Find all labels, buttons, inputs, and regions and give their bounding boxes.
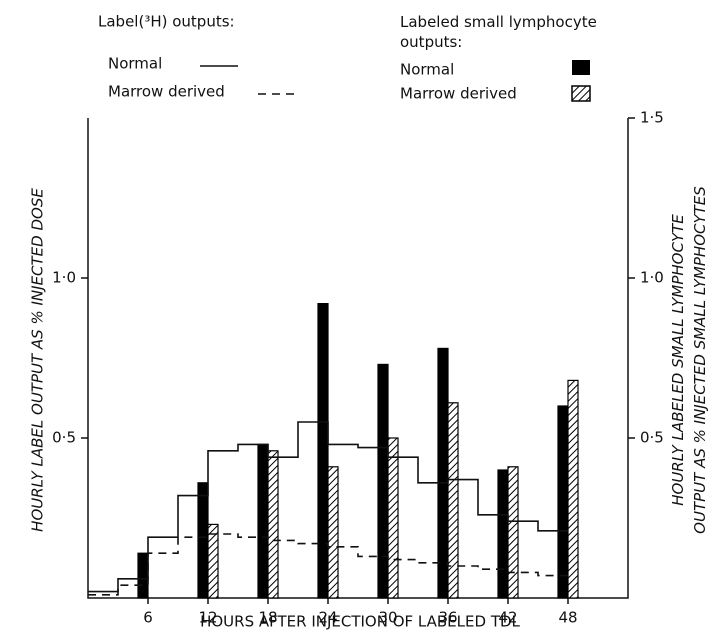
x-tick-label: 24 [318,609,337,627]
y-tick-label: 1·0 [52,269,76,287]
bar [327,466,339,599]
axes [87,118,629,599]
legend-bar-title: Labeled small lymphocyte outputs: [400,13,597,51]
x-tick-label: 18 [258,609,277,627]
legend-label: Normal [108,55,162,73]
x-tick-label: 12 [198,609,217,627]
y-tick-label: 0·5 [52,429,76,447]
bar [567,379,579,599]
bar [437,347,449,599]
legend-label: Marrow derived [400,85,517,103]
step-line [88,533,568,596]
legend-swatch [571,85,591,102]
step-line [88,421,568,593]
bar [317,303,329,599]
y2-axis-label: HOURLY LABELED SMALL LYMPHOCYTE OUTPUT AS… [669,186,709,534]
y2-tick-label: 0·5 [640,429,664,447]
x-tick-label: 6 [143,609,153,627]
bar [207,523,219,599]
bar [267,450,279,599]
bar [447,402,459,599]
legend-swatch [572,60,590,75]
legend-line-title: Label(³H) outputs: [98,13,235,31]
y-axis-label: HOURLY LABEL OUTPUT AS % INJECTED DOSE [29,188,47,532]
x-tick-label: 36 [438,609,457,627]
bar [257,443,269,599]
y2-tick-label: 1·0 [640,269,664,287]
bar [557,405,569,599]
x-tick-label: 30 [378,609,397,627]
x-axis-label: HOURS AFTER INJECTION OF LABELED TDL [200,613,520,631]
legend-label: Marrow derived [108,83,225,101]
bar [377,363,389,599]
x-tick-label: 48 [558,609,577,627]
bar [507,466,519,599]
legend-label: Normal [400,61,454,79]
bar [497,469,509,599]
bar [387,437,399,599]
x-tick-label: 42 [498,609,517,627]
bar [197,482,209,599]
bar [137,552,149,599]
y2-tick-label: 1·5 [640,109,664,127]
